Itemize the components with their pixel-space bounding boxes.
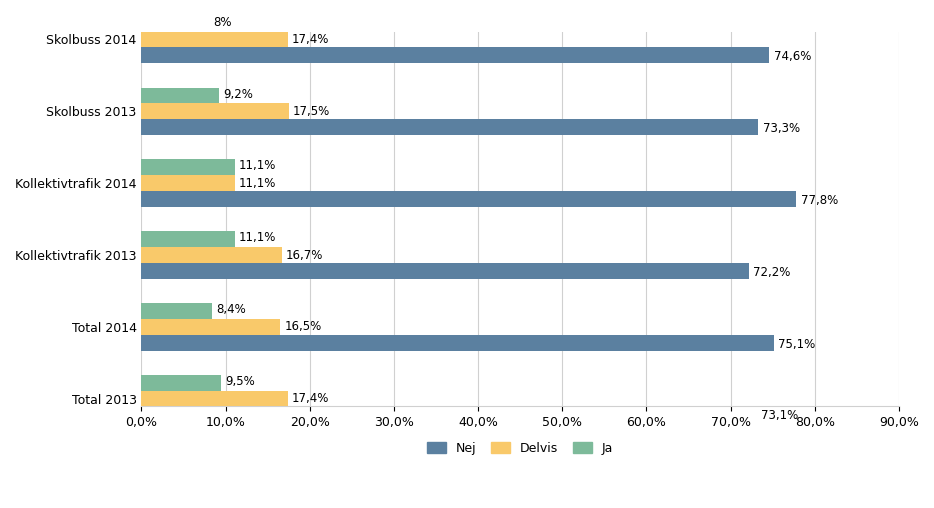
Text: 17,4%: 17,4% [292, 33, 330, 46]
Text: 11,1%: 11,1% [239, 160, 276, 172]
Bar [141, 231, 234, 247]
Bar [141, 87, 219, 104]
Bar [141, 47, 770, 63]
Text: 8,4%: 8,4% [217, 303, 246, 316]
Text: 73,1%: 73,1% [761, 409, 799, 423]
Text: 9,5%: 9,5% [225, 375, 255, 388]
Bar [141, 160, 234, 175]
Bar [141, 406, 757, 423]
Text: 17,5%: 17,5% [293, 105, 330, 118]
Text: 11,1%: 11,1% [239, 231, 276, 244]
Bar [141, 191, 797, 207]
Text: 74,6%: 74,6% [773, 50, 811, 63]
Text: 16,7%: 16,7% [286, 248, 323, 262]
Text: 72,2%: 72,2% [754, 266, 791, 279]
Text: 75,1%: 75,1% [778, 338, 815, 351]
Bar [141, 319, 280, 335]
Bar [141, 263, 749, 279]
Bar [141, 247, 282, 263]
Text: 8%: 8% [213, 16, 232, 29]
Text: 73,3%: 73,3% [763, 122, 800, 135]
Bar [141, 31, 288, 47]
Bar [141, 375, 221, 391]
Bar [141, 335, 773, 351]
Text: 77,8%: 77,8% [800, 194, 838, 207]
Bar [141, 391, 288, 406]
Text: 17,4%: 17,4% [292, 392, 330, 405]
Bar [141, 175, 234, 191]
Text: 9,2%: 9,2% [223, 87, 253, 101]
Bar [141, 104, 289, 119]
Bar [141, 16, 208, 31]
Text: 11,1%: 11,1% [239, 177, 276, 189]
Bar [141, 303, 212, 319]
Bar [141, 119, 758, 135]
Legend: Nej, Delvis, Ja: Nej, Delvis, Ja [422, 437, 618, 460]
Text: 16,5%: 16,5% [285, 321, 321, 333]
